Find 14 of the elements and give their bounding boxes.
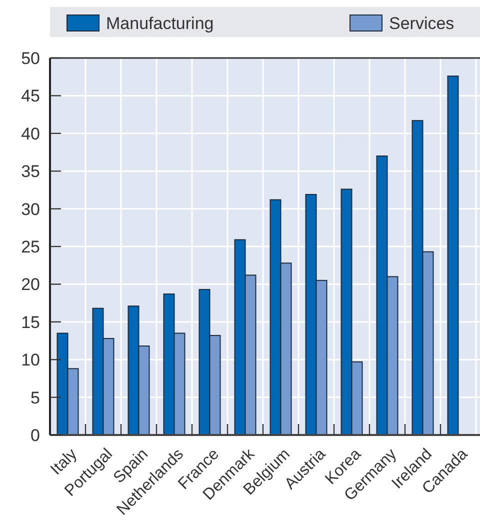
- y-tick-label: 10: [21, 350, 40, 370]
- y-tick-label: 20: [21, 275, 40, 294]
- y-tick-label: 30: [21, 200, 40, 219]
- bar: [447, 76, 459, 436]
- y-tick-label: 15: [21, 312, 40, 332]
- y-tick-label: 5: [30, 388, 40, 408]
- y-tick-label: 25: [21, 237, 40, 256]
- legend-label: Manufacturing: [106, 14, 214, 33]
- legend-label: Services: [389, 14, 454, 33]
- y-tick-label: 50: [21, 48, 40, 68]
- y-tick-label: 45: [21, 86, 40, 106]
- y-tick-label: 35: [21, 162, 40, 182]
- y-tick-label: 0: [30, 426, 40, 445]
- y-tick-label: 40: [21, 124, 40, 144]
